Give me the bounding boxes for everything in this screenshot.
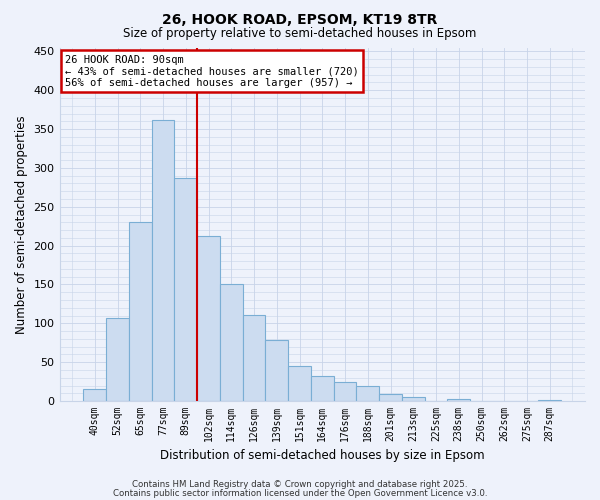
Bar xyxy=(152,120,175,401)
Bar xyxy=(265,340,288,401)
Bar xyxy=(129,222,152,401)
Bar xyxy=(448,398,470,401)
Text: 26 HOOK ROAD: 90sqm
← 43% of semi-detached houses are smaller (720)
56% of semi-: 26 HOOK ROAD: 90sqm ← 43% of semi-detach… xyxy=(65,54,359,88)
Bar xyxy=(379,394,402,401)
Text: 26, HOOK ROAD, EPSOM, KT19 8TR: 26, HOOK ROAD, EPSOM, KT19 8TR xyxy=(163,12,437,26)
Text: Size of property relative to semi-detached houses in Epsom: Size of property relative to semi-detach… xyxy=(124,28,476,40)
Bar xyxy=(175,178,197,401)
X-axis label: Distribution of semi-detached houses by size in Epsom: Distribution of semi-detached houses by … xyxy=(160,450,485,462)
Bar xyxy=(242,315,265,401)
Bar xyxy=(106,318,129,401)
Text: Contains HM Land Registry data © Crown copyright and database right 2025.: Contains HM Land Registry data © Crown c… xyxy=(132,480,468,489)
Bar xyxy=(311,376,334,401)
Bar xyxy=(288,366,311,401)
Bar xyxy=(197,236,220,401)
Bar xyxy=(402,397,425,401)
Bar xyxy=(356,386,379,401)
Bar xyxy=(83,390,106,401)
Bar xyxy=(220,284,242,401)
Y-axis label: Number of semi-detached properties: Number of semi-detached properties xyxy=(15,115,28,334)
Bar xyxy=(538,400,561,401)
Text: Contains public sector information licensed under the Open Government Licence v3: Contains public sector information licen… xyxy=(113,488,487,498)
Bar xyxy=(334,382,356,401)
